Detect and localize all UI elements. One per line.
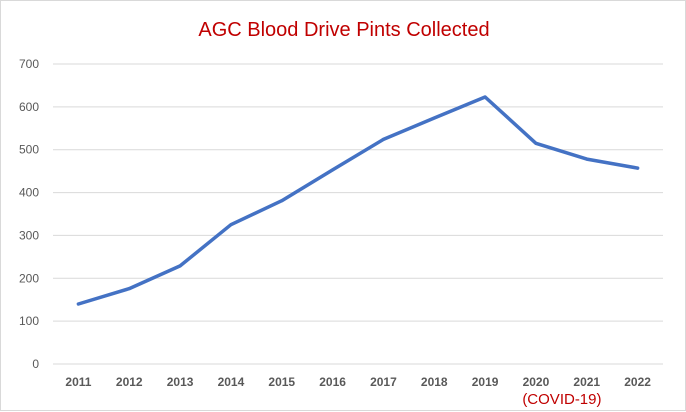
data-point-2011 bbox=[76, 302, 80, 306]
data-point-2016 bbox=[331, 168, 335, 172]
y-tick-label: 0 bbox=[32, 357, 39, 371]
series-line-0 bbox=[76, 95, 640, 306]
x-tick-label: 2016 bbox=[319, 375, 346, 389]
data-point-2015 bbox=[280, 199, 284, 203]
data-point-2012 bbox=[127, 287, 131, 291]
y-tick-label: 700 bbox=[19, 57, 39, 71]
data-point-2020 bbox=[534, 141, 538, 145]
x-tick-label: 2018 bbox=[421, 375, 448, 389]
annotation-covid-label: (COVID-19) bbox=[522, 391, 601, 408]
y-tick-label: 200 bbox=[19, 271, 39, 285]
data-point-2018 bbox=[432, 116, 436, 120]
x-tick-label: 2021 bbox=[573, 375, 600, 389]
data-point-2014 bbox=[229, 223, 233, 227]
data-point-2021 bbox=[585, 157, 589, 161]
y-tick-label: 600 bbox=[19, 100, 39, 114]
x-tick-label: 2013 bbox=[167, 375, 194, 389]
y-tick-label: 500 bbox=[19, 143, 39, 157]
data-point-2013 bbox=[178, 264, 182, 268]
y-tick-label: 100 bbox=[19, 314, 39, 328]
data-point-2017 bbox=[381, 137, 385, 141]
x-tick-label: 2012 bbox=[116, 375, 143, 389]
x-tick-label: 2019 bbox=[472, 375, 499, 389]
data-point-2019 bbox=[483, 95, 487, 99]
y-tick-label: 400 bbox=[19, 186, 39, 200]
x-tick-label: 2022 bbox=[624, 375, 651, 389]
data-point-2022 bbox=[636, 166, 640, 170]
x-tick-label: 2015 bbox=[268, 375, 295, 389]
chart-title: AGC Blood Drive Pints Collected bbox=[198, 19, 490, 41]
x-tick-label: 2020 bbox=[523, 375, 550, 389]
x-tick-label: 2014 bbox=[218, 375, 245, 389]
x-tick-label: 2011 bbox=[65, 375, 91, 389]
y-tick-label: 300 bbox=[19, 228, 39, 242]
x-tick-label: 2017 bbox=[370, 375, 397, 389]
